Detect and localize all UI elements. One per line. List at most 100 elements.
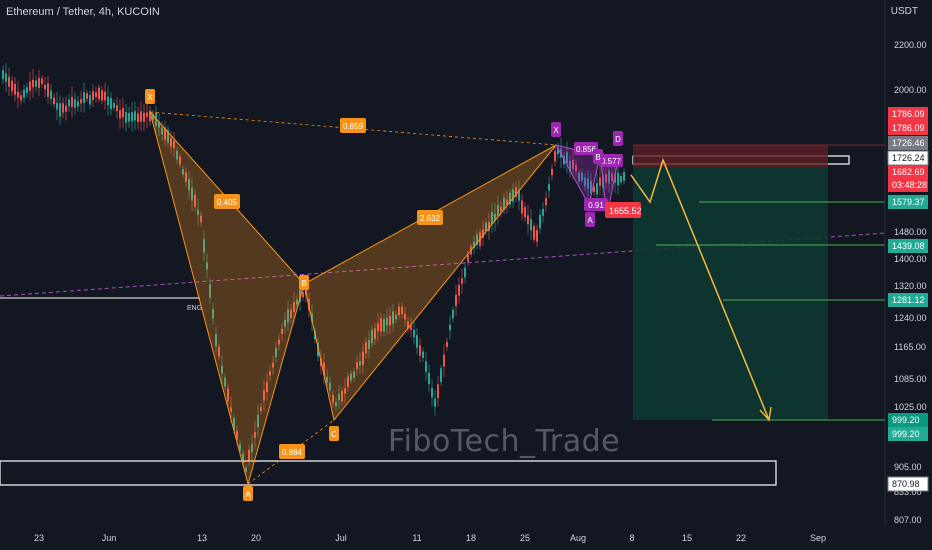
candle-body (461, 278, 463, 284)
price-tag-text: 1682.69 (892, 167, 925, 177)
candle-body (299, 290, 301, 303)
candle-body (530, 219, 532, 231)
pattern-point-label: C (331, 430, 337, 439)
candle-body (32, 79, 34, 88)
candle-body (449, 324, 451, 331)
candle-body (491, 212, 493, 225)
ratio-badge (584, 198, 608, 211)
candle-body (515, 187, 517, 197)
candle-body (29, 81, 31, 91)
y-tick-label: 1165.00 (894, 342, 926, 352)
candle-body (488, 222, 490, 232)
candle-body (212, 308, 214, 319)
candle-body (50, 90, 52, 99)
candle-body (5, 73, 7, 82)
candle-body (35, 80, 37, 87)
x-tick-label: 22 (736, 533, 746, 543)
candle-body (92, 91, 94, 101)
candle-body (23, 89, 25, 98)
candle-body (341, 390, 343, 402)
candle-body (539, 214, 541, 229)
candle-body (257, 414, 259, 428)
candle-body (140, 111, 142, 122)
pattern-point-marker (613, 131, 623, 146)
candle-body (287, 309, 289, 323)
candle-body (302, 292, 304, 298)
candle-body (428, 372, 430, 385)
candle-body (371, 329, 373, 344)
ratio-text: 0.91 (588, 201, 604, 210)
candle-body (167, 129, 169, 143)
candle-body (191, 187, 193, 201)
candle-body (608, 170, 610, 184)
candle-body (329, 382, 331, 391)
ratio-badge (340, 118, 366, 133)
candle-body (569, 160, 571, 172)
candle-body (434, 398, 436, 407)
ratio-badge (279, 444, 305, 459)
candle-body (521, 200, 523, 214)
price-tag-text: 1786.09 (892, 123, 925, 133)
currency-label: USDT (890, 6, 918, 17)
candle-body (566, 152, 568, 164)
candle-body (377, 323, 379, 332)
candle-body (236, 430, 238, 440)
candle-body (215, 334, 217, 347)
candle-body (551, 168, 553, 176)
candle-body (62, 103, 64, 113)
x-tick-label: Jul (335, 533, 347, 543)
candle-body (296, 299, 298, 305)
candle-body (524, 207, 526, 218)
candle-body (485, 222, 487, 232)
candle-body (41, 78, 43, 84)
candle-body (542, 208, 544, 216)
price-tag-text: 1726.24 (892, 153, 925, 163)
x-tick-label: 13 (197, 533, 207, 543)
candle-body (80, 99, 82, 104)
candle-body (527, 215, 529, 225)
ratio-text: 0.405 (217, 198, 238, 207)
price-tag-text: 1786.09 (892, 109, 925, 119)
candle-body (74, 99, 76, 108)
candle-body (584, 177, 586, 187)
candle-body (467, 254, 469, 262)
candle-body (419, 345, 421, 356)
candle-body (44, 84, 46, 90)
candle-body (230, 407, 232, 412)
candle-body (161, 127, 163, 135)
candle-body (104, 91, 106, 101)
candle-body (506, 199, 508, 205)
price-tag (888, 107, 928, 121)
y-tick-label: 1480.00 (894, 227, 927, 237)
candle-body (596, 183, 598, 195)
candle-body (290, 309, 292, 319)
candle-body (134, 111, 136, 121)
candle-body (245, 467, 247, 472)
candle-body (137, 113, 139, 123)
candle-body (98, 87, 100, 100)
watermark: FiboTech_Trade (388, 424, 621, 459)
candle-body (26, 87, 28, 94)
candle-body (185, 172, 187, 182)
candle-body (476, 234, 478, 246)
candle-body (593, 186, 595, 192)
current-price-tag (605, 202, 641, 218)
candle-body (158, 121, 160, 128)
x-tick-label: Aug (570, 533, 586, 543)
candle-body (455, 294, 457, 306)
candle-body (440, 368, 442, 383)
candle-body (260, 406, 262, 412)
price-tag-text: 03:48:28 (892, 180, 927, 190)
candle-body (392, 311, 394, 324)
ratio-text: 0.859 (343, 122, 364, 131)
y-tick-label: 1240.00 (894, 313, 927, 323)
candle-body (2, 70, 4, 80)
candle-body (209, 284, 211, 298)
candle-body (128, 113, 130, 122)
candle-body (293, 302, 295, 313)
candle-body (242, 453, 244, 464)
candle-body (401, 306, 403, 315)
candle-body (11, 80, 13, 92)
candle-body (422, 351, 424, 358)
